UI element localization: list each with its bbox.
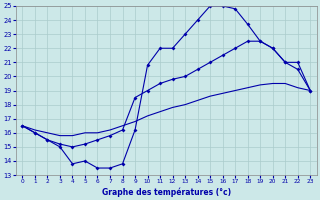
X-axis label: Graphe des températures (°c): Graphe des températures (°c) xyxy=(102,187,231,197)
